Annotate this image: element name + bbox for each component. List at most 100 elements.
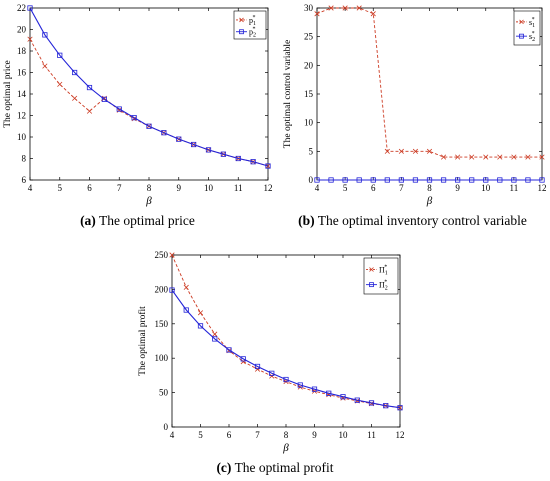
y-tick-label: 5 (309, 146, 314, 156)
legend-marker-icon (369, 267, 374, 272)
x-tick-label: 8 (284, 430, 289, 440)
y-tick-label: 250 (155, 250, 169, 260)
x-tick-label: 6 (371, 183, 376, 193)
series-1-point (483, 154, 489, 160)
series-1-point (42, 63, 48, 69)
chart-b: 4 5 6 7 8 9 10 11 12 0 5 10 15 20 25 30 β The optimal con… (283, 3, 547, 207)
series-2-point (254, 363, 261, 370)
series-2-point (235, 155, 241, 162)
y-tick-label: 100 (155, 353, 169, 363)
series-2-point (250, 159, 256, 165)
chart-a: 4 5 6 7 8 9 10 11 12 6 8 10 12 14 16 18 20 22 β The optimal… (3, 3, 273, 207)
x-tick-label: 5 (58, 183, 63, 193)
series-1-point (57, 81, 63, 87)
legend-box (233, 10, 267, 40)
caption-b-tag: (b) (298, 213, 315, 228)
series-2-point (183, 307, 189, 313)
series-1-point (328, 5, 334, 11)
series-1-point (398, 148, 404, 154)
series-1-point (183, 284, 189, 290)
x-tick-label: 8 (147, 183, 152, 193)
series-1-line (316, 7, 542, 158)
y-tick-label: 8 (22, 154, 27, 164)
series-2-point (220, 151, 226, 157)
y-tick-label: 50 (159, 388, 169, 398)
series-2-point (27, 5, 33, 11)
series-1-point (412, 148, 419, 154)
series-2-point (176, 136, 182, 142)
series-1-point (384, 148, 390, 154)
y-axis-label: The optimal price (3, 60, 13, 128)
series-2-point (370, 177, 376, 183)
caption-a: (a) The optimal price (0, 213, 275, 229)
x-tick-label: 10 (339, 430, 349, 440)
caption-c-tag: (c) (216, 460, 232, 475)
series-2-point (297, 382, 303, 388)
legend-label: Π1* (379, 265, 388, 277)
x-tick-label: 10 (481, 183, 491, 193)
x-tick-label: 7 (117, 183, 122, 193)
x-tick-label: 5 (198, 430, 203, 440)
series-2-point (384, 177, 390, 183)
x-tick-label: 6 (87, 183, 92, 193)
series-1-point (511, 154, 517, 160)
series-2-point (42, 32, 48, 38)
series-2-point (131, 115, 137, 121)
x-tick-label: 11 (234, 183, 243, 193)
legend-marker-icon (369, 282, 374, 288)
plot-frame (29, 7, 269, 181)
legend-label: Π2* (379, 280, 388, 292)
series-2-point (356, 177, 362, 183)
caption-b: (b) The optimal inventory control variab… (275, 213, 550, 229)
caption-a-tag: (a) (80, 213, 96, 228)
series-2-point (169, 287, 175, 293)
y-axis-label: The optimal control variable (283, 40, 293, 148)
series-2-point (539, 177, 545, 183)
y-tick-label: 22 (17, 3, 26, 13)
legend-marker-icon (239, 17, 244, 23)
caption-c: (c) The optimal profit (130, 460, 420, 476)
series-1-point (197, 310, 204, 316)
x-tick-label: 9 (312, 430, 317, 440)
series-2-point (511, 177, 517, 183)
series-2-point (146, 123, 152, 129)
series-1-point (86, 108, 93, 114)
y-tick-label: 10 (17, 132, 27, 142)
series-2-point (328, 177, 334, 183)
y-tick-label: 25 (304, 32, 314, 42)
series-2-point (212, 336, 218, 342)
series-2-point (326, 390, 332, 396)
series-2-point (101, 96, 107, 102)
series-1-point (426, 148, 433, 154)
y-tick-label: 16 (17, 68, 27, 78)
series-2-point (440, 177, 447, 183)
series-1-point (169, 252, 175, 258)
series-1-point (497, 154, 503, 160)
series-2-point (197, 323, 204, 329)
series-2-point (397, 405, 403, 411)
series-2-point (340, 394, 346, 400)
series-2-point (311, 386, 318, 392)
series-1-point (455, 154, 461, 160)
series-1-point (27, 36, 33, 42)
series-2-point (383, 403, 389, 409)
y-tick-label: 20 (17, 25, 27, 35)
x-tick-label: 11 (510, 183, 519, 193)
legend: s1*s2* (513, 10, 541, 46)
x-tick-label: 4 (28, 183, 33, 193)
y-tick-label: 30 (304, 3, 314, 13)
y-tick-label: 6 (22, 175, 27, 185)
plot-frame (316, 7, 543, 181)
legend-label: p1* (249, 15, 256, 27)
series-1-point (440, 154, 447, 160)
series-2-point (426, 177, 433, 183)
legend-box (513, 10, 541, 46)
y-tick-label: 14 (17, 89, 27, 99)
series-2-point (497, 177, 503, 183)
x-tick-label: 11 (367, 430, 376, 440)
y-tick-label: 15 (304, 89, 314, 99)
series-2-point (205, 147, 212, 153)
series-1-point (356, 5, 362, 11)
x-tick-label: 4 (170, 430, 175, 440)
legend: p1*p2* (233, 10, 267, 40)
